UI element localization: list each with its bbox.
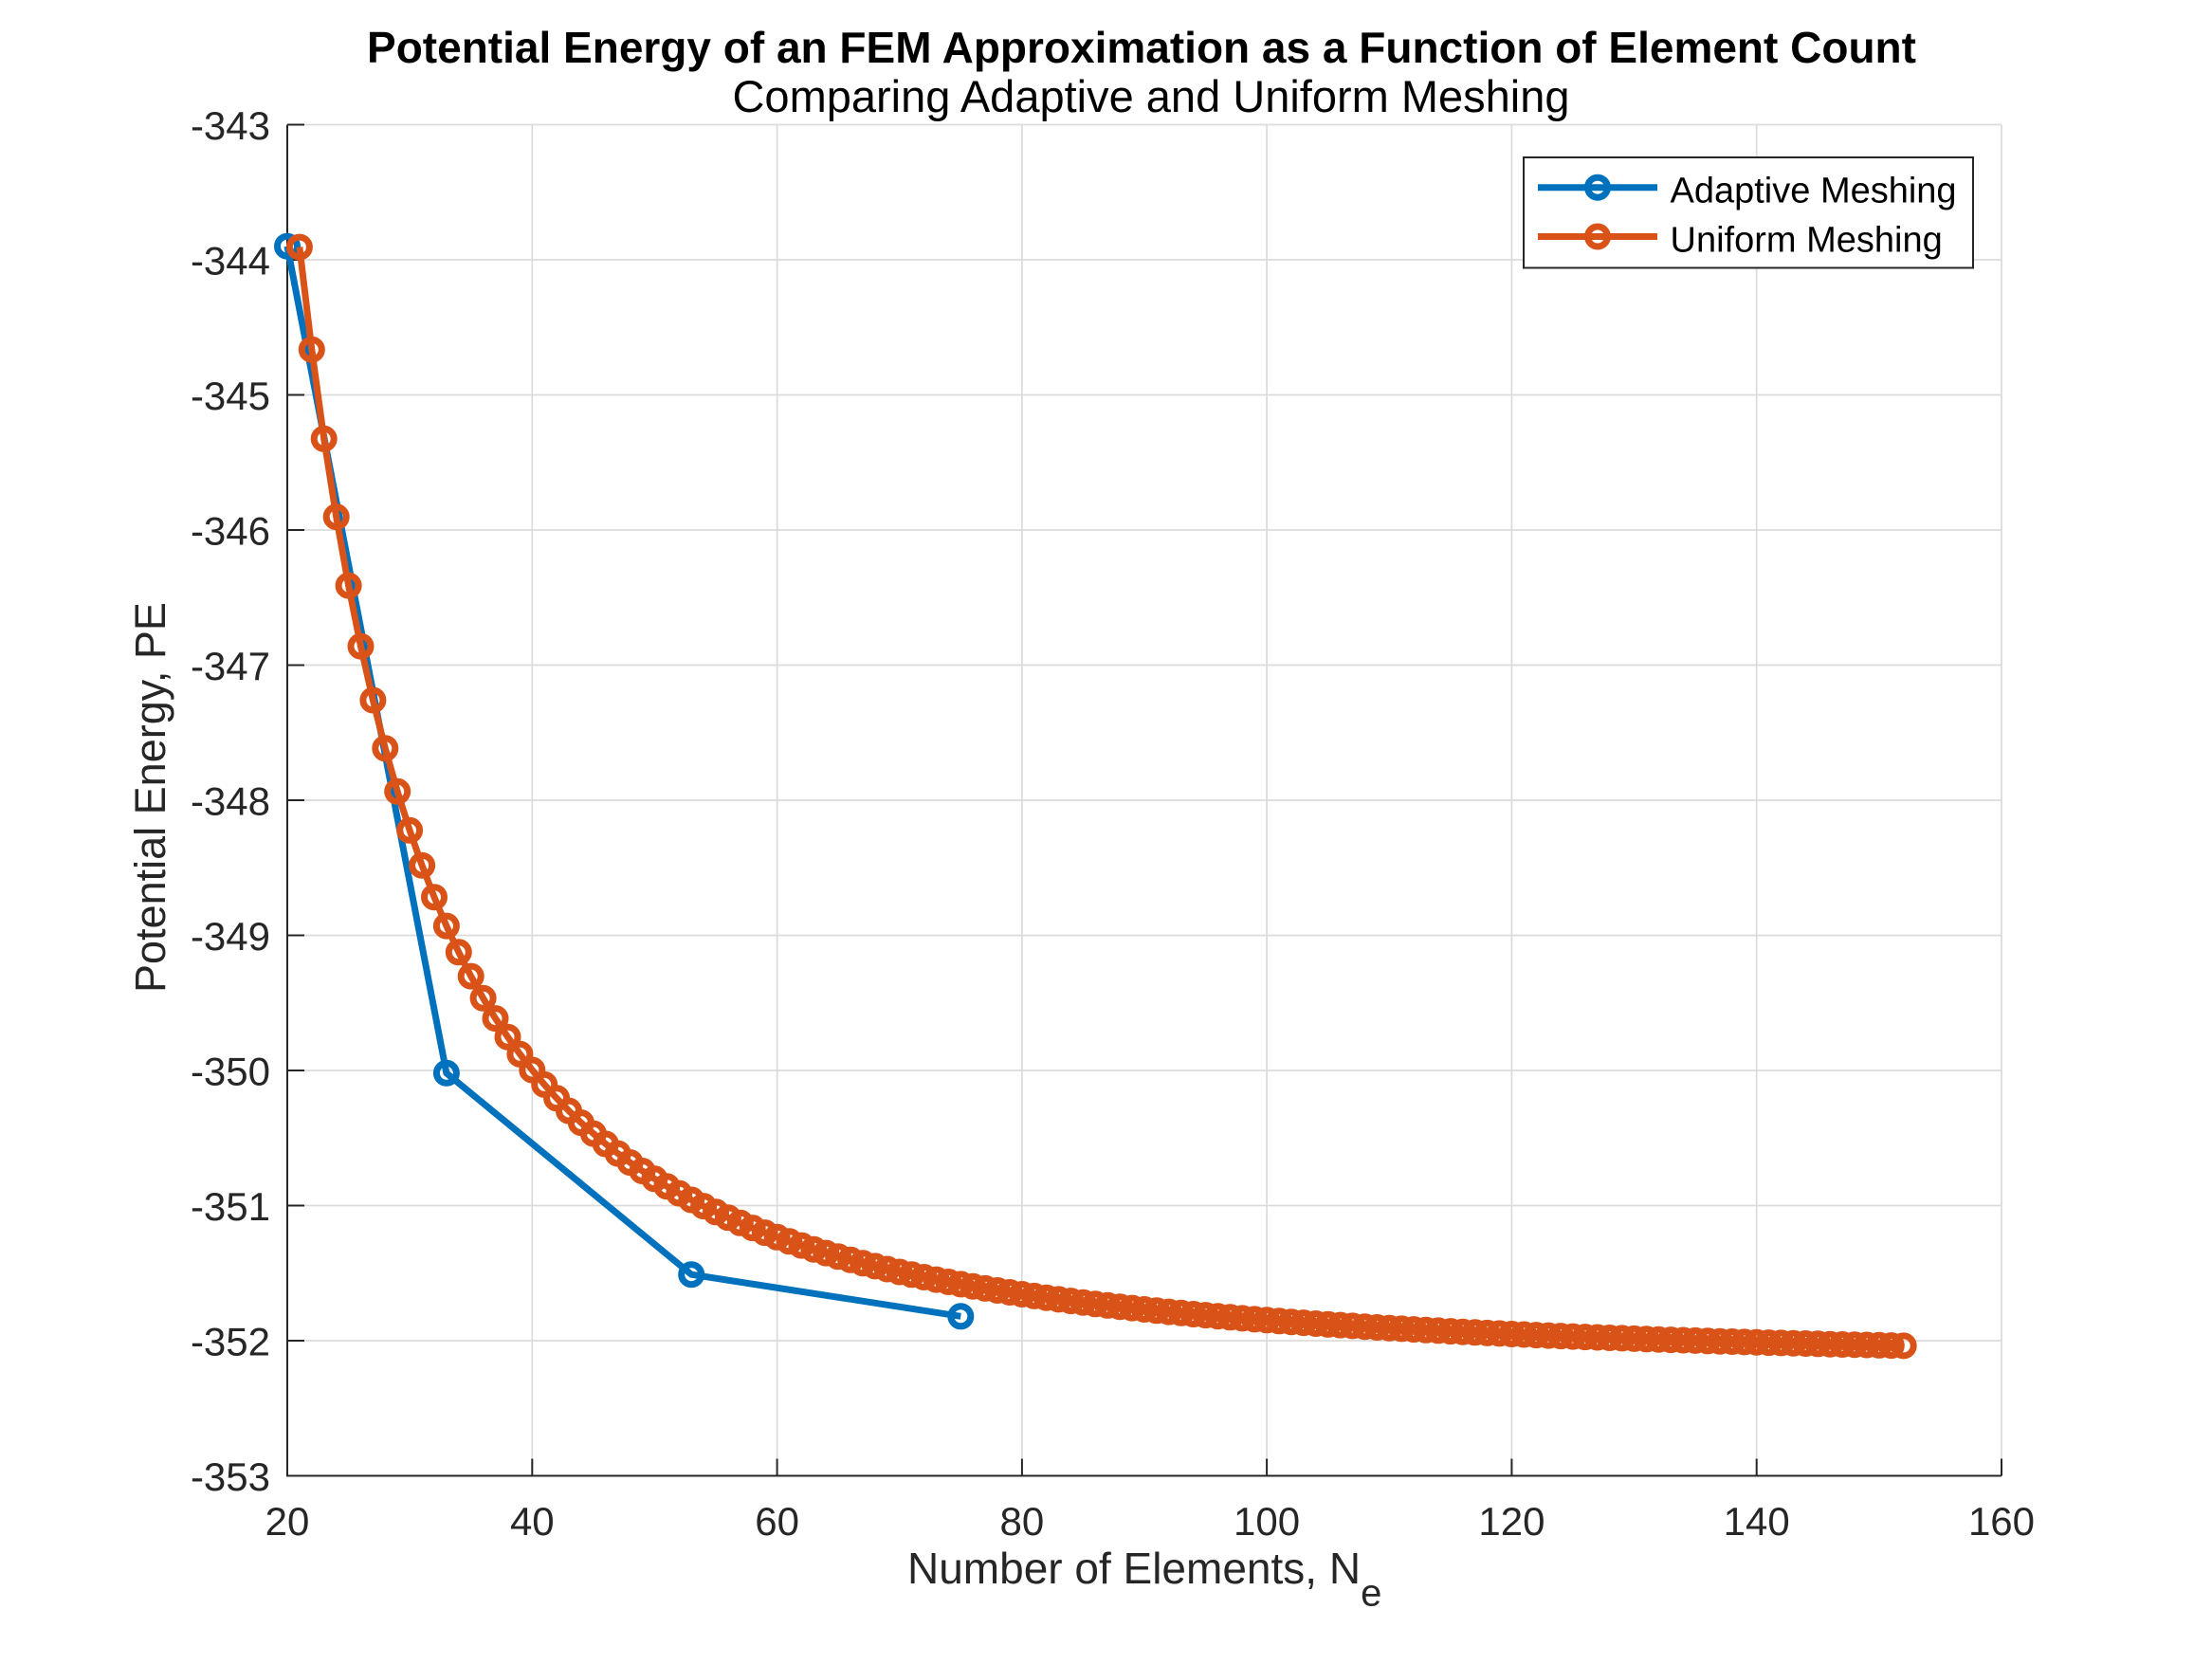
- svg-text:80: 80: [1000, 1499, 1045, 1544]
- svg-text:Comparing Adaptive and Uniform: Comparing Adaptive and Uniform Meshing: [732, 71, 1569, 121]
- svg-text:-349: -349: [191, 914, 270, 959]
- svg-text:140: 140: [1724, 1499, 1790, 1544]
- svg-text:-344: -344: [191, 238, 270, 283]
- svg-text:-353: -353: [191, 1454, 270, 1499]
- svg-text:40: 40: [510, 1499, 555, 1544]
- svg-text:100: 100: [1234, 1499, 1300, 1544]
- svg-text:20: 20: [265, 1499, 310, 1544]
- svg-text:-345: -345: [191, 374, 270, 418]
- svg-text:Potential Energy of an FEM App: Potential Energy of an FEM Approximation…: [367, 23, 1916, 72]
- svg-text:Uniform Meshing: Uniform Meshing: [1671, 220, 1943, 260]
- svg-text:Adaptive Meshing: Adaptive Meshing: [1671, 172, 1957, 211]
- svg-text:-352: -352: [191, 1319, 270, 1363]
- svg-text:-343: -343: [191, 103, 270, 148]
- svg-text:Potential Energy, PE: Potential Energy, PE: [126, 602, 174, 993]
- svg-text:-351: -351: [191, 1184, 270, 1229]
- svg-text:-346: -346: [191, 508, 270, 553]
- svg-text:160: 160: [1968, 1499, 2035, 1544]
- svg-text:-348: -348: [191, 778, 270, 823]
- svg-text:60: 60: [755, 1499, 799, 1544]
- svg-text:-347: -347: [191, 644, 270, 688]
- svg-text:120: 120: [1478, 1499, 1545, 1544]
- svg-text:-350: -350: [191, 1049, 270, 1093]
